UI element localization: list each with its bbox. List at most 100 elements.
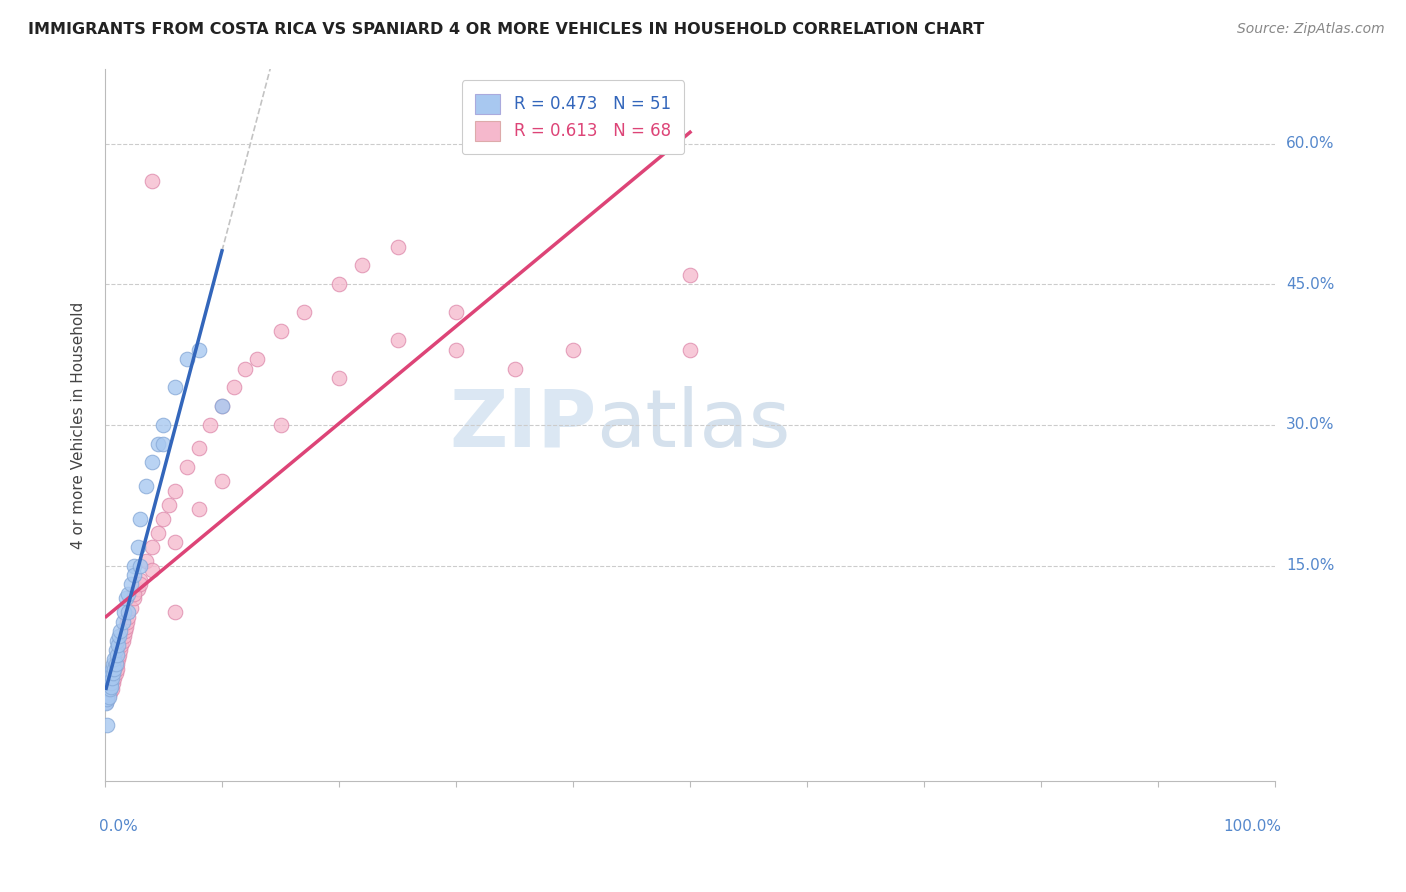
Point <box>96 691 118 706</box>
Text: 0.0%: 0.0% <box>100 819 138 834</box>
Point <box>108 624 131 639</box>
Point <box>107 638 129 652</box>
Point <box>105 662 128 676</box>
Point <box>503 361 526 376</box>
Point <box>157 498 180 512</box>
Point <box>679 268 702 282</box>
Point <box>96 697 118 711</box>
Point <box>679 343 702 357</box>
Point <box>105 633 128 648</box>
Point <box>270 417 292 432</box>
Point <box>96 685 118 699</box>
Point <box>211 399 233 413</box>
Point <box>115 591 138 606</box>
Point <box>96 694 118 708</box>
Point <box>141 540 163 554</box>
Point <box>101 673 124 687</box>
Point <box>100 675 122 690</box>
Point <box>98 671 121 685</box>
Text: ZIP: ZIP <box>449 386 596 464</box>
Point <box>107 652 129 666</box>
Point <box>112 629 135 643</box>
Point <box>110 638 132 652</box>
Text: 100.0%: 100.0% <box>1223 819 1281 834</box>
Point <box>562 343 585 357</box>
Point <box>96 691 118 706</box>
Point <box>135 554 157 568</box>
Point <box>141 563 163 577</box>
Point <box>387 240 409 254</box>
Point <box>96 694 118 708</box>
Point <box>444 343 467 357</box>
Point <box>120 600 142 615</box>
Point <box>97 675 120 690</box>
Point <box>97 682 120 697</box>
Point <box>98 679 121 693</box>
Point <box>97 690 120 704</box>
Text: IMMIGRANTS FROM COSTA RICA VS SPANIARD 4 OR MORE VEHICLES IN HOUSEHOLD CORRELATI: IMMIGRANTS FROM COSTA RICA VS SPANIARD 4… <box>28 22 984 37</box>
Point <box>328 277 350 292</box>
Point <box>165 483 187 498</box>
Point <box>100 675 122 690</box>
Point <box>129 573 152 587</box>
Point <box>111 615 134 629</box>
Text: 45.0%: 45.0% <box>1286 277 1334 292</box>
Point <box>292 305 315 319</box>
Point <box>152 436 174 450</box>
Point <box>98 679 121 693</box>
Point <box>152 511 174 525</box>
Point <box>115 619 138 633</box>
Point <box>141 174 163 188</box>
Point <box>111 633 134 648</box>
Text: atlas: atlas <box>596 386 790 464</box>
Point <box>100 681 122 695</box>
Point <box>165 380 187 394</box>
Point <box>117 587 139 601</box>
Point <box>165 606 187 620</box>
Point <box>211 399 233 413</box>
Point <box>122 587 145 601</box>
Point <box>176 460 198 475</box>
Point <box>141 455 163 469</box>
Point <box>246 352 269 367</box>
Point <box>98 682 121 697</box>
Point <box>444 305 467 319</box>
Point <box>104 666 127 681</box>
Point <box>96 690 118 704</box>
Point <box>103 662 125 676</box>
Point <box>101 669 124 683</box>
Point <box>176 352 198 367</box>
Point <box>104 643 127 657</box>
Point <box>96 682 118 697</box>
Point <box>97 681 120 695</box>
Point <box>115 615 138 629</box>
Point <box>328 371 350 385</box>
Point <box>105 657 128 671</box>
Point <box>211 474 233 488</box>
Point <box>104 657 127 671</box>
Point <box>108 643 131 657</box>
Point <box>101 671 124 685</box>
Text: Source: ZipAtlas.com: Source: ZipAtlas.com <box>1237 22 1385 37</box>
Point <box>105 648 128 662</box>
Point <box>101 662 124 676</box>
Point <box>165 535 187 549</box>
Point <box>352 259 374 273</box>
Point <box>122 558 145 573</box>
Point <box>101 657 124 671</box>
Point <box>101 666 124 681</box>
Point <box>112 606 135 620</box>
Point <box>152 417 174 432</box>
Text: 15.0%: 15.0% <box>1286 558 1334 573</box>
Point <box>96 688 118 702</box>
Point <box>129 511 152 525</box>
Point <box>127 540 149 554</box>
Point <box>122 591 145 606</box>
Point <box>101 675 124 690</box>
Point <box>200 417 222 432</box>
Point <box>100 666 122 681</box>
Point <box>187 442 209 456</box>
Text: 60.0%: 60.0% <box>1286 136 1334 151</box>
Point <box>235 361 257 376</box>
Point <box>146 436 169 450</box>
